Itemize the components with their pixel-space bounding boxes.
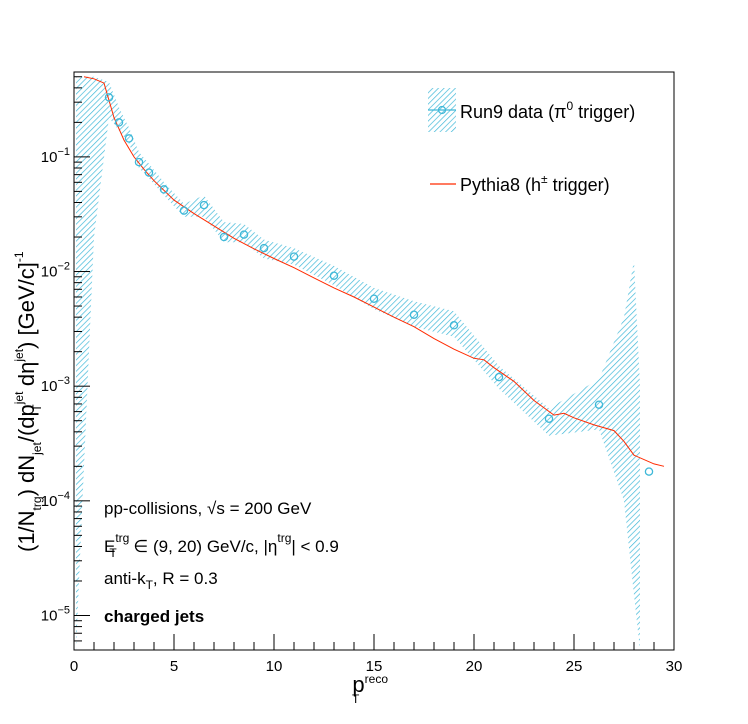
annotation-jet-algorithm: anti-kT, R = 0.3 [104,569,218,592]
y-axis-title: (1/Ntrg) dNjet/(dpjetT dηjet) [GeV/c]-1 [12,251,44,552]
y-tick-label: 10−2 [41,261,70,281]
data-point [179,206,189,215]
y-tick-label: 10−1 [41,146,70,166]
data-point [369,294,379,303]
data-point [259,243,269,253]
x-tick-label: 10 [266,658,283,675]
data-point [494,372,504,382]
data-uncertainty-band-layer [76,76,640,650]
data-point [104,93,114,102]
data-point [594,400,604,409]
data-point [144,168,154,177]
x-tick-label: 0 [70,658,78,675]
data-point [124,134,134,143]
legend-data-marker-swatch [437,105,447,115]
y-tick-label: 10−4 [41,490,70,510]
x-tick-label: 15 [366,658,383,675]
legend-data-label: Run9 data (π0 trigger) [460,99,635,122]
data-point [289,252,299,261]
x-axis-title: preco T [352,672,388,706]
data-point [544,414,554,423]
data-point [329,271,339,280]
y-tick-label: 10−5 [41,604,70,624]
y-tick-label: 10−3 [41,375,70,395]
data-uncertainty-band [76,76,640,650]
data-point [644,467,654,476]
annotation-collision-system: pp-collisions, √s = 200 GeV [104,499,312,518]
data-point [199,200,209,210]
legend: Run9 data (π0 trigger) Pythia8 (h± trigg… [428,88,635,195]
y-axis: 10−5 10−4 10−3 10−2 10−1 [41,76,90,642]
plot-area [76,76,665,650]
model-line-layer [83,76,665,467]
data-point [219,232,229,242]
x-tick-label: 20 [466,658,483,675]
x-tick-label: 25 [566,658,583,675]
x-axis: 0 5 10 15 20 25 30 [70,634,683,675]
data-point [409,310,419,319]
data-point [239,230,249,239]
annotations: pp-collisions, √s = 200 GeV Etrg T ∈ (9, … [104,499,339,626]
data-point [159,185,169,194]
annotation-jet-type: charged jets [104,607,204,626]
model-series-line [83,76,665,467]
annotation-trigger-selection: Etrg T ∈ (9, 20) GeV/c, |ηtrg| < 0.9 [104,531,339,560]
data-point [134,157,144,167]
data-point [114,118,124,127]
data-marker-layer [104,93,654,476]
x-tick-label: 30 [666,658,683,675]
data-point [449,321,459,330]
legend-model-label: Pythia8 (h± trigger) [460,172,610,195]
x-tick-label: 5 [170,658,178,675]
